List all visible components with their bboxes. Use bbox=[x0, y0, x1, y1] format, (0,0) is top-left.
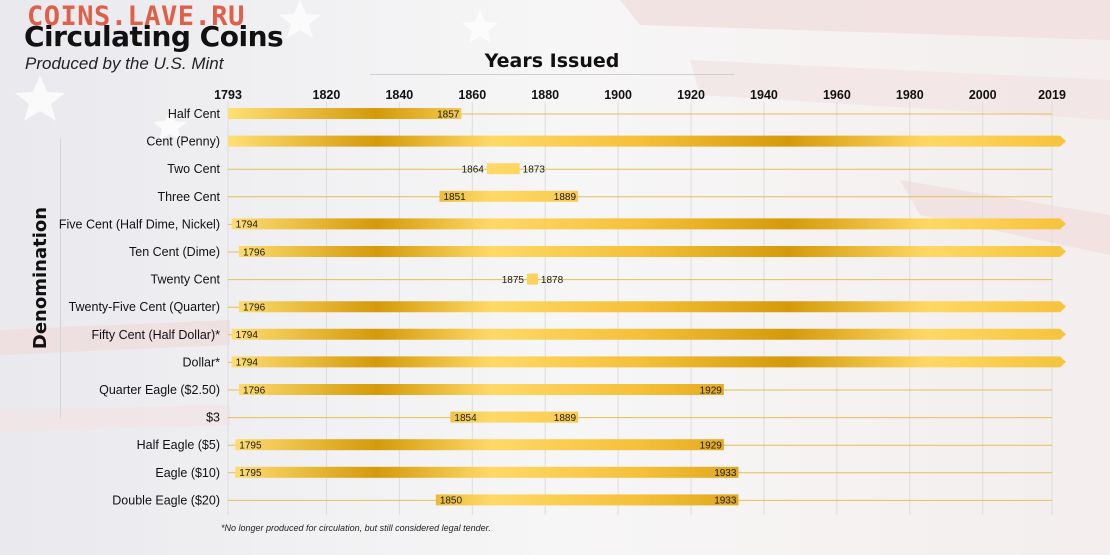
start-year-label: 1854 bbox=[454, 413, 477, 424]
x-tick-label: 1860 bbox=[458, 88, 486, 102]
start-year-label: 1794 bbox=[236, 358, 259, 369]
y-tick-label: Half Cent bbox=[168, 107, 221, 121]
start-year-label: 1795 bbox=[239, 468, 262, 479]
denomination-row: Cent (Penny) bbox=[146, 135, 1066, 149]
denomination-row: Ten Cent (Dime) 1796 bbox=[129, 245, 1066, 259]
end-year-label: 1889 bbox=[554, 413, 577, 424]
denomination-row: Two Cent 1864 1873 bbox=[167, 162, 1052, 176]
footnote: *No longer produced for circulation, but… bbox=[221, 523, 491, 533]
denomination-row: Three Cent 1851 1889 bbox=[157, 190, 1052, 204]
x-axis-title: Years Issued bbox=[370, 50, 734, 75]
star-icon bbox=[15, 0, 498, 140]
end-year-label: 1929 bbox=[700, 385, 723, 396]
watermark: COINS.LAVE.RU bbox=[27, 1, 245, 32]
x-tick-label: 2019 bbox=[1038, 88, 1066, 102]
x-tick-label: 1980 bbox=[896, 88, 924, 102]
range-bar bbox=[238, 301, 1066, 313]
range-bar bbox=[435, 494, 739, 506]
start-year-label: 1795 bbox=[239, 441, 262, 452]
y-tick-label: Double Eagle ($20) bbox=[112, 493, 220, 507]
start-year-label: 1796 bbox=[243, 385, 266, 396]
end-year-label: 1929 bbox=[700, 441, 723, 452]
rows: Half Cent 1857 Cent (Penny) Two Cent 1864 187… bbox=[59, 107, 1067, 507]
start-year-label: 1850 bbox=[440, 496, 463, 507]
x-axis-ticks: 1793 1820 1840 1860 1880 1900 1920 1940 1960 1980… bbox=[214, 88, 1066, 102]
x-tick-label: 1900 bbox=[604, 88, 632, 102]
start-year-label: 1864 bbox=[462, 165, 485, 176]
start-year-label: 1796 bbox=[243, 247, 266, 258]
x-tick-label: 1940 bbox=[750, 88, 778, 102]
range-bar bbox=[526, 273, 538, 285]
y-tick-label: $3 bbox=[206, 411, 220, 425]
y-axis-rule bbox=[60, 138, 61, 418]
denomination-row: Eagle ($10) 1795 1933 bbox=[155, 466, 1052, 480]
range-bar bbox=[439, 190, 579, 202]
x-tick-label: 1880 bbox=[531, 88, 559, 102]
denomination-row: Double Eagle ($20) 1850 1933 bbox=[112, 493, 1052, 507]
denomination-row: Half Cent 1857 bbox=[168, 107, 1052, 121]
y-tick-label: Quarter Eagle ($2.50) bbox=[99, 383, 220, 397]
denomination-row: Five Cent (Half Dime, Nickel) 1794 bbox=[59, 217, 1067, 231]
x-tick-label: 1920 bbox=[677, 88, 705, 102]
end-year-label: 1933 bbox=[714, 468, 737, 479]
x-tick-label: 2000 bbox=[969, 88, 997, 102]
denomination-row: Half Eagle ($5) 1795 1929 bbox=[137, 438, 1052, 452]
range-bar bbox=[235, 466, 739, 478]
start-year-label: 1875 bbox=[502, 275, 525, 286]
denomination-row: Quarter Eagle ($2.50) 1796 1929 bbox=[99, 383, 1052, 397]
end-year-label: 1933 bbox=[714, 496, 737, 507]
denomination-row: Twenty-Five Cent (Quarter) 1796 bbox=[69, 300, 1066, 314]
range-bar bbox=[228, 135, 1066, 147]
end-year-label: 1857 bbox=[437, 109, 460, 120]
range-bar bbox=[235, 439, 724, 451]
y-tick-label: Cent (Penny) bbox=[146, 135, 220, 149]
denomination-row: $3 1854 1889 bbox=[206, 411, 1052, 425]
start-year-label: 1851 bbox=[443, 192, 466, 203]
x-tick-label: 1793 bbox=[214, 88, 242, 102]
denomination-row: Twenty Cent 1875 1878 bbox=[151, 273, 1052, 287]
x-tick-label: 1840 bbox=[385, 88, 413, 102]
y-tick-label: Eagle ($10) bbox=[155, 466, 220, 480]
end-year-label: 1889 bbox=[554, 192, 577, 203]
end-year-label: 1878 bbox=[541, 275, 564, 286]
y-tick-label: Five Cent (Half Dime, Nickel) bbox=[59, 217, 220, 231]
chart-subtitle: Produced by the U.S. Mint bbox=[25, 54, 224, 73]
y-tick-label: Fifty Cent (Half Dollar)* bbox=[92, 328, 221, 342]
x-tick-label: 1960 bbox=[823, 88, 851, 102]
range-bar bbox=[238, 246, 1066, 257]
start-year-label: 1794 bbox=[236, 220, 259, 231]
y-tick-label: Ten Cent (Dime) bbox=[129, 245, 220, 259]
denomination-row: Fifty Cent (Half Dollar)* 1794 bbox=[92, 328, 1067, 342]
y-tick-label: Two Cent bbox=[167, 162, 220, 176]
y-tick-label: Half Eagle ($5) bbox=[137, 438, 220, 452]
range-bar bbox=[486, 163, 520, 175]
y-tick-label: Three Cent bbox=[157, 190, 220, 204]
range-bar bbox=[450, 411, 579, 423]
range-bar bbox=[231, 328, 1067, 340]
x-tick-label: 1820 bbox=[313, 88, 341, 102]
range-bar bbox=[231, 356, 1067, 368]
y-tick-label: Twenty-Five Cent (Quarter) bbox=[69, 300, 220, 314]
start-year-label: 1796 bbox=[243, 303, 266, 314]
end-year-label: 1873 bbox=[523, 165, 546, 176]
range-bar bbox=[231, 218, 1067, 230]
y-tick-label: Twenty Cent bbox=[151, 273, 221, 287]
y-tick-label: Dollar* bbox=[182, 355, 220, 369]
range-bar bbox=[228, 108, 462, 119]
chart-title: Circulating Coins bbox=[24, 20, 284, 53]
denomination-row: Dollar* 1794 bbox=[182, 355, 1067, 369]
range-bar bbox=[238, 384, 724, 395]
start-year-label: 1794 bbox=[236, 330, 259, 341]
